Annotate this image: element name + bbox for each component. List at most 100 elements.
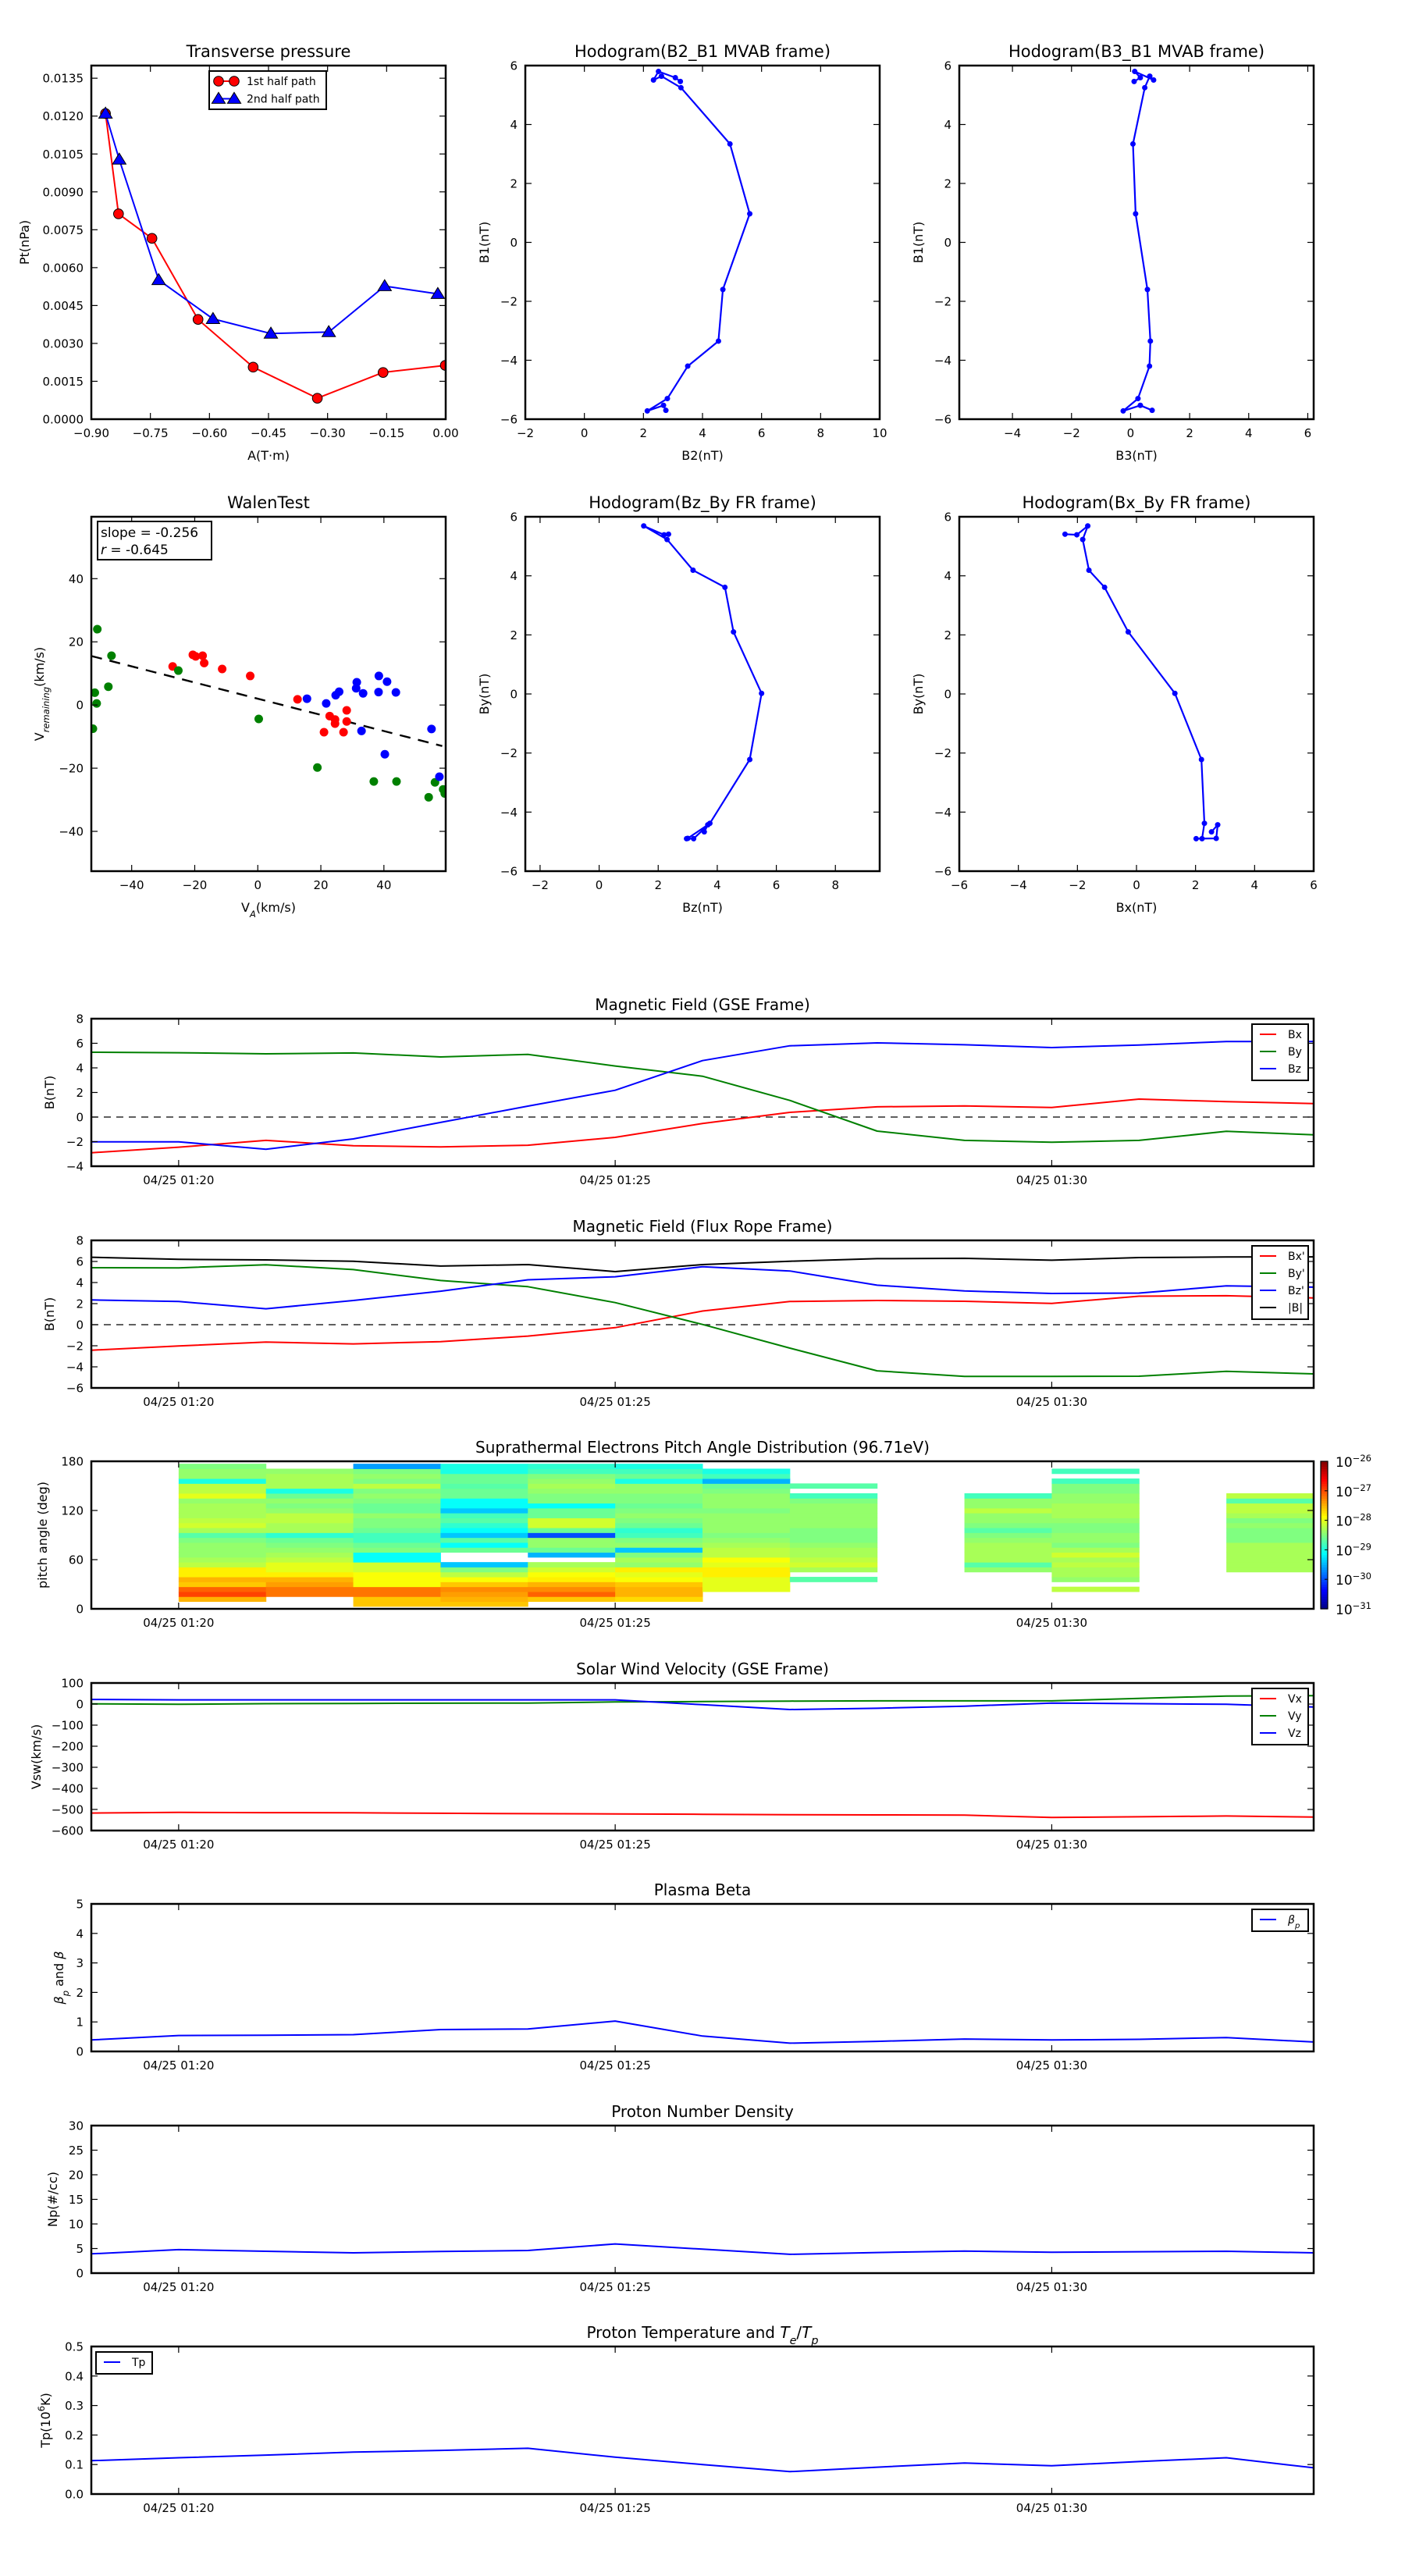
heatmap-cell — [440, 1528, 528, 1533]
heatmap-cell — [265, 1493, 354, 1499]
data-point — [424, 792, 433, 802]
data-point — [382, 677, 392, 686]
legend-label: By — [1288, 1046, 1302, 1059]
heatmap-cell — [440, 1586, 528, 1592]
data-point — [435, 772, 444, 781]
y-tick-label: 1 — [76, 2016, 84, 2030]
stats-textbox — [97, 521, 212, 560]
heatmap-cell — [528, 1522, 616, 1528]
colorbar-segment — [1321, 1466, 1328, 1470]
heatmap-cell — [789, 1483, 878, 1489]
text-part: (km/s) — [32, 647, 47, 687]
heatmap-cell — [789, 1577, 878, 1582]
heatmap-cell — [1226, 1542, 1314, 1548]
heatmap-cell — [1226, 1552, 1314, 1558]
heatmap-cell — [1051, 1547, 1140, 1553]
colorbar-segment — [1321, 1507, 1328, 1511]
heatmap-cell — [265, 1488, 354, 1494]
colorbar-tick-exponent: −26 — [1353, 1453, 1371, 1464]
legend-entry: Vy — [1260, 1710, 1302, 1723]
data-point — [1201, 820, 1208, 827]
heatmap-cell — [353, 1503, 441, 1509]
heatmap-cell — [615, 1483, 703, 1489]
y-tick-label: −2 — [500, 746, 518, 760]
heatmap-cell — [265, 1582, 354, 1588]
x-tick-label: 04/25 01:30 — [1016, 1173, 1087, 1187]
colorbar-tick-label: 10−28 — [1336, 1512, 1371, 1530]
x-tick-label: 0 — [1127, 426, 1135, 440]
heatmap-cell — [615, 1517, 703, 1524]
heatmap-column — [528, 1464, 616, 1603]
data-point — [391, 688, 400, 697]
heatmap-cell — [702, 1571, 791, 1578]
colorbar-segment — [1321, 1589, 1328, 1592]
colorbar-segment — [1321, 1547, 1328, 1550]
x-tick-label: 0.00 — [432, 426, 458, 440]
data-point — [1172, 690, 1178, 696]
y-tick-label: 0.0135 — [43, 72, 84, 86]
y-tick-label: 15 — [69, 2193, 84, 2207]
heatmap-cell — [440, 1567, 528, 1573]
axes-frame — [90, 1460, 1315, 1610]
chart-title: Hodogram(B3_B1 MVAB frame) — [1008, 42, 1264, 62]
heatmap-cell — [1051, 1513, 1140, 1518]
heatmap-cell — [353, 1513, 441, 1518]
y-axis-label: B1(nT) — [911, 222, 926, 264]
heatmap-cell — [789, 1562, 878, 1567]
x-tick-label: 04/25 01:30 — [1016, 1616, 1087, 1630]
y-tick-label: 8 — [76, 1234, 84, 1248]
heatmap-cell — [178, 1552, 267, 1558]
heatmap-cell — [178, 1528, 267, 1533]
y-tick-label: 0 — [944, 688, 951, 702]
legend-entry: 1st half path — [213, 76, 316, 88]
legend: βp — [1251, 1909, 1309, 1932]
heatmap-cell — [615, 1464, 703, 1469]
heatmap-cell — [353, 1577, 441, 1582]
data-point-triangle — [112, 152, 127, 165]
heatmap-cell — [178, 1498, 267, 1504]
legend-marker — [213, 76, 224, 87]
colorbar-segment — [1321, 1532, 1328, 1536]
data-point — [1133, 211, 1139, 217]
heatmap-cell — [1051, 1478, 1140, 1484]
y-tick-label: 0 — [944, 236, 951, 250]
y-tick-label: 0.0105 — [43, 148, 84, 162]
y-tick-label: 20 — [69, 2169, 84, 2183]
x-tick-label: 6 — [773, 878, 781, 892]
y-tick-label: 0.0030 — [43, 336, 84, 350]
x-tick-label: 04/25 01:25 — [580, 1173, 651, 1187]
subscript-text: p — [1294, 1922, 1300, 1930]
heatmap-cell — [353, 1468, 441, 1475]
x-tick-label: −2 — [532, 878, 549, 892]
heatmap-cell — [964, 1547, 1052, 1553]
colorbar-segment — [1321, 1496, 1328, 1499]
data-point — [722, 584, 728, 590]
heatmap-cell — [964, 1517, 1052, 1524]
legend-entry: βp — [1260, 1914, 1300, 1930]
subscript-text: A — [249, 909, 256, 920]
heatmap-cell — [440, 1562, 528, 1567]
y-tick-label: 0.0015 — [43, 375, 84, 389]
y-tick-label: 5 — [76, 1898, 84, 1912]
text-part: Tp( — [38, 2428, 53, 2449]
data-point — [685, 363, 691, 369]
heatmap-cell — [528, 1571, 616, 1578]
text-part: V — [241, 900, 250, 915]
legend: Vx Vy Vz — [1251, 1688, 1309, 1745]
heatmap-cell — [702, 1537, 791, 1543]
y-axis-label: pitch angle (deg) — [35, 1482, 50, 1589]
colorbar-segment — [1321, 1473, 1328, 1477]
slope-text: slope = -0.256 — [101, 525, 198, 541]
data-point — [1149, 407, 1155, 414]
data-point — [1137, 74, 1144, 80]
heatmap-cell — [440, 1503, 528, 1509]
chart-title: Hodogram(Bx_By FR frame) — [1023, 493, 1251, 513]
data-point — [747, 211, 753, 217]
x-tick-label: −0.60 — [191, 426, 227, 440]
heatmap-cell — [178, 1473, 267, 1479]
legend-label: Bx' — [1288, 1251, 1305, 1263]
y-tick-label: −6 — [66, 1382, 84, 1396]
colorbar-segment — [1321, 1586, 1328, 1590]
x-tick-label: −0.90 — [73, 426, 109, 440]
